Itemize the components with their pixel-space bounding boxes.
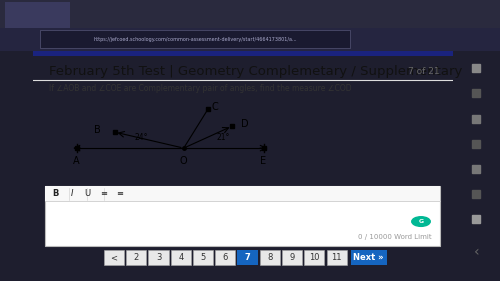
Bar bbox=[148, 250, 169, 265]
Text: 4: 4 bbox=[178, 253, 184, 262]
Text: February 5th Test | Geometry Complemetary / Supplementary: February 5th Test | Geometry Complemetar… bbox=[50, 65, 463, 78]
Bar bbox=[193, 250, 213, 265]
Text: ‹: ‹ bbox=[474, 245, 479, 259]
Text: https://jefcoed.schoology.com/common-assessment-delivery/start/4664173801/a...: https://jefcoed.schoology.com/common-ass… bbox=[93, 37, 297, 42]
Text: ≡: ≡ bbox=[116, 189, 123, 198]
Bar bbox=[126, 250, 146, 265]
Text: G: G bbox=[418, 219, 424, 224]
Bar bbox=[215, 250, 236, 265]
Bar bbox=[40, 30, 350, 48]
Bar bbox=[170, 250, 191, 265]
Text: 7: 7 bbox=[244, 253, 250, 262]
Text: Next »: Next » bbox=[354, 253, 384, 262]
Bar bbox=[326, 250, 346, 265]
Text: A: A bbox=[74, 156, 80, 166]
Bar bbox=[304, 250, 324, 265]
Text: E: E bbox=[260, 156, 266, 166]
Text: U: U bbox=[84, 189, 90, 198]
Circle shape bbox=[412, 217, 430, 226]
Bar bbox=[351, 250, 386, 265]
Text: 9: 9 bbox=[290, 253, 294, 262]
Text: 21°: 21° bbox=[217, 133, 230, 142]
Text: 8: 8 bbox=[267, 253, 272, 262]
Bar bbox=[104, 250, 124, 265]
Text: 24°: 24° bbox=[135, 133, 148, 142]
Text: D: D bbox=[241, 119, 248, 129]
Bar bbox=[45, 187, 440, 201]
Text: 11: 11 bbox=[332, 253, 342, 262]
Text: ≡: ≡ bbox=[100, 189, 107, 198]
Text: 2: 2 bbox=[134, 253, 139, 262]
Bar bbox=[5, 1, 70, 28]
Text: 6: 6 bbox=[222, 253, 228, 262]
Text: I: I bbox=[70, 189, 73, 198]
Text: C: C bbox=[211, 101, 218, 112]
Text: 3: 3 bbox=[156, 253, 161, 262]
Text: O: O bbox=[180, 156, 188, 166]
Bar bbox=[0, 0, 500, 28]
Bar bbox=[260, 250, 280, 265]
Text: 10: 10 bbox=[309, 253, 320, 262]
Text: 5: 5 bbox=[200, 253, 205, 262]
Bar bbox=[32, 51, 453, 56]
Text: <: < bbox=[110, 253, 117, 262]
Text: B: B bbox=[94, 125, 101, 135]
Bar bbox=[45, 187, 440, 246]
Bar bbox=[238, 250, 258, 265]
Bar bbox=[0, 28, 500, 51]
Text: 0 / 10000 Word Limit: 0 / 10000 Word Limit bbox=[358, 234, 432, 240]
Bar bbox=[282, 250, 302, 265]
Text: B: B bbox=[52, 189, 59, 198]
Text: If ∠AOB and ∠COE are Complementary pair of angles, find the measure ∠COD: If ∠AOB and ∠COE are Complementary pair … bbox=[50, 84, 352, 94]
Text: 7 of 21: 7 of 21 bbox=[408, 67, 440, 76]
